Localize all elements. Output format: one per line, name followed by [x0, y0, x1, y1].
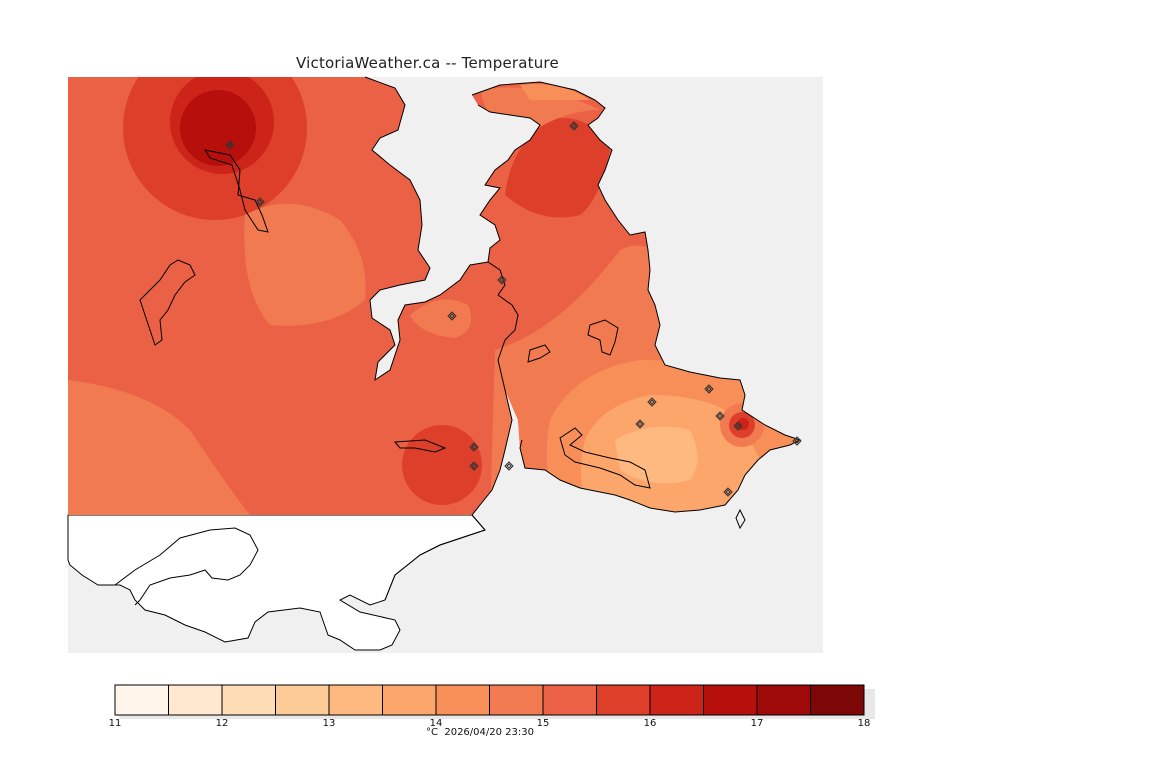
legend-bin: [382, 685, 436, 715]
station-marker: [255, 197, 265, 207]
station-marker: [733, 421, 743, 431]
legend-bin: [275, 685, 329, 715]
coastlines: [139, 76, 802, 601]
legend-caption: °C 2026/04/20 23:30: [426, 727, 534, 738]
station-marker: [792, 436, 802, 446]
station-marker: [469, 461, 479, 471]
legend-tick-label: 13: [323, 718, 336, 729]
legend-tick-label: 16: [644, 718, 657, 729]
station-marker: [635, 419, 645, 429]
station-marker: [504, 461, 514, 471]
legend-bins: [115, 685, 864, 715]
weather-stations: [225, 121, 802, 497]
legend-bin: [810, 685, 864, 715]
unit-label: °C: [426, 727, 438, 738]
legend-tick-label: 18: [858, 718, 871, 729]
legend-tick-label: 17: [751, 718, 764, 729]
legend-bin: [222, 685, 276, 715]
legend-bin: [596, 685, 650, 715]
legend-bin: [115, 685, 169, 715]
station-marker: [225, 140, 235, 150]
legend-bin: [703, 685, 757, 715]
chart-title: VictoriaWeather.ca -- Temperature: [296, 54, 559, 72]
station-marker: [715, 411, 725, 421]
legend-tick-label: 12: [216, 718, 229, 729]
legend-bin: [168, 685, 222, 715]
legend-bin: [436, 685, 490, 715]
station-marker: [569, 121, 579, 131]
legend-tick-label: 11: [109, 718, 122, 729]
legend-bin: [489, 685, 543, 715]
station-marker: [497, 275, 507, 285]
station-marker: [723, 487, 733, 497]
legend-tick-label: 15: [537, 718, 550, 729]
coastline-south: [114, 527, 259, 606]
legend-bin: [757, 685, 811, 715]
timestamp-label: 2026/04/20 23:30: [444, 727, 534, 738]
station-marker: [447, 311, 457, 321]
legend-tick-label: 14: [430, 718, 443, 729]
legend-bin: [329, 685, 383, 715]
station-marker: [704, 384, 714, 394]
legend-ticks: 11 12 13 14 15 16 17 18: [109, 718, 871, 729]
legend-bin: [650, 685, 704, 715]
legend-frame: [114, 684, 865, 716]
station-marker: [469, 442, 479, 452]
legend-bin: [543, 685, 597, 715]
station-marker: [647, 397, 657, 407]
